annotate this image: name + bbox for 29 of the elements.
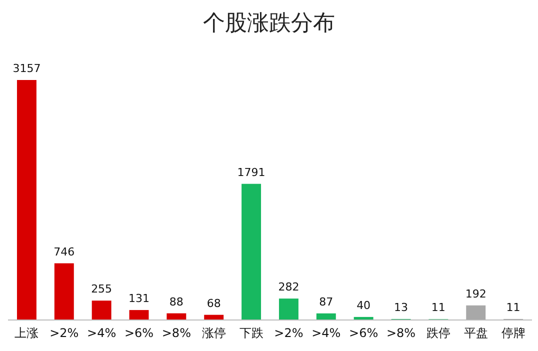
data-label: 1791 <box>237 166 266 179</box>
x-tick-label: >8% <box>386 326 416 340</box>
data-label: 11 <box>506 301 520 314</box>
chart-title: 个股涨跌分布 <box>203 10 335 35</box>
data-label: 746 <box>54 245 75 258</box>
data-label: 282 <box>278 280 300 294</box>
x-tick-label: 停牌 <box>501 326 526 340</box>
x-tick-label: 涨停 <box>202 326 226 340</box>
x-tick-label: >6% <box>349 326 378 340</box>
x-tick-label: >2% <box>50 326 79 340</box>
data-label: 3157 <box>12 62 41 75</box>
x-tick-label: >4% <box>312 326 341 340</box>
data-label: 11 <box>431 301 446 314</box>
data-label: 192 <box>465 287 486 300</box>
x-tick-label: 跌停 <box>426 326 450 340</box>
x-tick-label: >8% <box>162 326 191 340</box>
data-label: 131 <box>128 292 150 306</box>
data-label: 40 <box>356 298 371 312</box>
data-label: 13 <box>394 301 408 314</box>
x-tick-label: 平盘 <box>464 326 488 340</box>
data-label: 68 <box>206 296 221 310</box>
x-tick-label: >2% <box>274 326 304 340</box>
x-tick-label: 上涨 <box>14 326 39 340</box>
x-tick-label: 下跌 <box>239 326 264 340</box>
data-label: 255 <box>91 282 112 296</box>
x-tick-label: >4% <box>87 326 116 340</box>
data-label: 87 <box>319 295 334 308</box>
x-tick-label: >6% <box>124 326 154 340</box>
data-label: 88 <box>169 295 184 308</box>
